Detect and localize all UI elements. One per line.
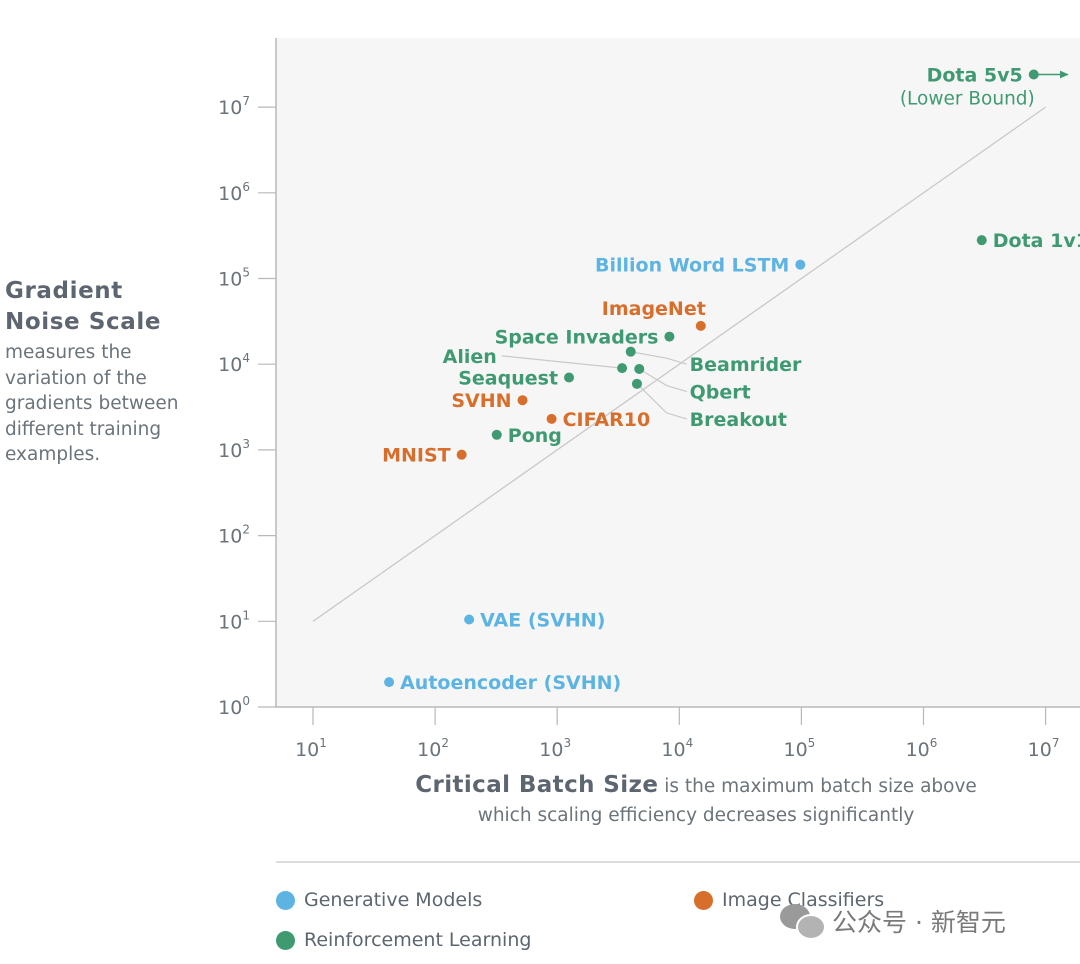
label-space-invaders: Space Invaders	[495, 327, 659, 349]
watermark-text: 公众号 · 新智元	[832, 908, 1006, 937]
leader-line-alien	[501, 355, 623, 369]
label-mnist: MNIST	[382, 445, 451, 467]
label-alien: Alien	[443, 346, 497, 368]
x-tick-label: 101	[295, 736, 327, 761]
x-axis-label: Critical Batch Size is the maximum batch…	[276, 768, 1080, 828]
legend-divider	[276, 861, 1080, 863]
y-tick-label: 105	[218, 266, 250, 291]
point-dota-1v1	[976, 235, 987, 246]
leader-line-breakout	[636, 383, 687, 420]
legend-item-classifiers: Image Classifiers	[694, 889, 884, 911]
point-space-invaders	[664, 331, 675, 342]
watermark: 公众号 · 新智元	[780, 903, 1006, 940]
label-qbert: Qbert	[690, 382, 751, 404]
x-tick-label: 102	[417, 736, 449, 761]
y-tick-label: 103	[218, 437, 250, 462]
sublabel-dota-5v5: (Lower Bound)	[900, 89, 1035, 110]
legend-dot-classifiers	[694, 890, 713, 910]
y-tick-label: 101	[218, 608, 250, 633]
point-billion-word-lstm	[795, 259, 806, 270]
label-vae-svhn: VAE (SVHN)	[480, 609, 605, 631]
point-breakout	[631, 378, 642, 389]
point-cifar10	[546, 413, 557, 424]
legend-item-rl: Reinforcement Learning	[276, 929, 531, 951]
y-tick-label: 106	[218, 180, 250, 205]
point-seaquest	[564, 372, 575, 383]
label-seaquest: Seaquest	[458, 367, 558, 389]
legend-label-rl: Reinforcement Learning	[304, 929, 532, 951]
point-svhn	[517, 395, 528, 406]
point-beamrider	[625, 346, 636, 357]
y-tick-label: 104	[218, 351, 250, 376]
x-tick-label: 106	[906, 736, 938, 761]
label-billion-word-lstm: Billion Word LSTM	[595, 255, 789, 277]
label-breakout: Breakout	[690, 409, 787, 431]
legend-item-generative: Generative Models	[276, 889, 482, 911]
point-vae-svhn	[464, 614, 475, 625]
y-tick-label: 100	[218, 694, 250, 719]
point-mnist	[456, 449, 467, 460]
label-autoencoder-svhn: Autoencoder (SVHN)	[400, 672, 621, 694]
label-dota-5v5: Dota 5v5	[927, 65, 1023, 87]
x-tick-label: 107	[1028, 736, 1060, 761]
point-imagenet	[695, 320, 706, 331]
trend-line	[312, 106, 1046, 622]
x-axis-description-2: which scaling efficiency decreases signi…	[477, 805, 915, 826]
label-svhn: SVHN	[451, 390, 511, 412]
label-beamrider: Beamrider	[690, 354, 802, 376]
x-axis-title: Critical Batch Size	[415, 772, 659, 798]
x-tick-label: 103	[539, 736, 571, 761]
label-cifar10: CIFAR10	[563, 409, 651, 431]
label-imagenet: ImageNet	[602, 298, 706, 320]
y-tick-label: 107	[218, 94, 250, 119]
label-dota-1v1: Dota 1v1	[993, 230, 1080, 252]
point-pong	[491, 429, 502, 440]
wechat-icon	[780, 904, 826, 940]
legend-label-classifiers: Image Classifiers	[722, 889, 885, 911]
x-axis-description-1: is the maximum batch size above	[658, 776, 977, 797]
point-alien	[617, 363, 628, 374]
leader-line-qbert	[638, 368, 687, 393]
legend-label-generative: Generative Models	[304, 889, 483, 911]
x-tick-label: 105	[783, 736, 815, 761]
y-axis-title: Gradient Noise Scale	[5, 278, 162, 335]
legend-dot-generative	[276, 890, 295, 910]
leader-line-beamrider	[630, 351, 687, 365]
x-axis-line1: Critical Batch Size is the maximum batch…	[276, 768, 1080, 804]
point-qbert	[634, 363, 645, 374]
point-dota-5v5	[1028, 69, 1039, 80]
x-tick-label: 104	[661, 736, 693, 761]
y-tick-label: 102	[218, 523, 250, 548]
plot-background	[276, 38, 1080, 707]
label-pong: Pong	[508, 425, 562, 447]
y-axis-label: Gradient Noise Scale measures the variat…	[5, 276, 205, 468]
point-autoencoder-svhn	[384, 677, 395, 688]
y-axis-description: measures the variation of the gradients …	[5, 342, 179, 465]
legend-dot-rl	[276, 930, 295, 950]
